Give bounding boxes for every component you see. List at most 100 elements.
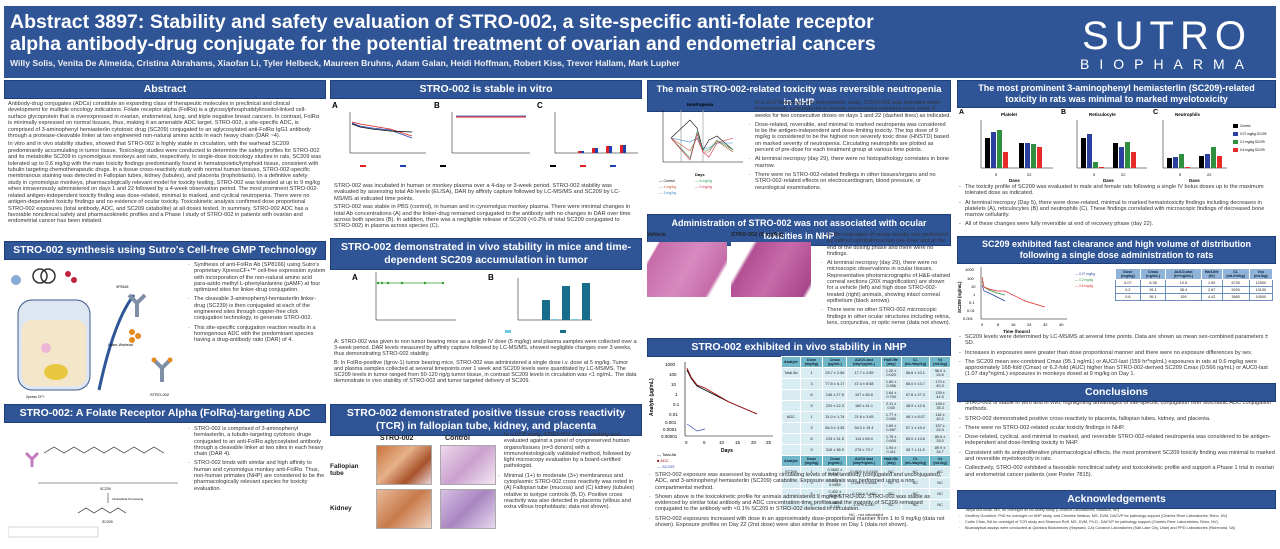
svg-text:16: 16 <box>1011 322 1016 327</box>
svg-text:1000: 1000 <box>665 362 676 367</box>
svg-text:0.6 mg/kg SC209: 0.6 mg/kg SC209 <box>1240 148 1265 152</box>
svg-text:C: C <box>537 101 543 110</box>
acknowledgements-heading: Acknowledgements <box>957 490 1276 509</box>
svg-text:SC239: SC239 <box>100 487 111 491</box>
svg-text:25: 25 <box>766 440 772 445</box>
svg-text:22: 22 <box>1027 172 1032 177</box>
synthesis-diagram: STRO-002 SP8166 Linker-Warhead Xpress CF… <box>4 260 184 400</box>
author-list: Willy Solis, Venita De Almeida, Cristina… <box>10 58 680 68</box>
acknowledgements-list: Tanya McDonall, MS, for oversight on rat… <box>957 508 1276 532</box>
svg-text:SC209: SC209 <box>102 520 113 524</box>
svg-text:A: A <box>352 273 358 282</box>
svg-text:C: C <box>1153 109 1158 116</box>
svg-text:22: 22 <box>1121 172 1126 177</box>
svg-text:— 3 mg/kg: — 3 mg/kg <box>659 191 676 195</box>
invivo-mice-heading: STRO-002 demonstrated in vivo stability … <box>330 238 642 270</box>
neutropenia-bullets: In a GLP toxicology and toxicokinetic st… <box>747 100 951 194</box>
svg-text:5: 5 <box>1179 172 1182 177</box>
svg-text:A: A <box>959 109 964 116</box>
svg-text:Platelet: Platelet <box>1001 112 1018 117</box>
table-row: 9 220 ± 22.3 160 ± 41.1 2.11 ± 0.65 48.9 ± 1… <box>781 400 951 412</box>
conclusions-bullets: STRO-002 is stable in vitro and in vivo,… <box>957 400 1276 481</box>
svg-text:5: 5 <box>1093 172 1096 177</box>
table-row: Total Ab 1 29.7 ± 2.56 17.7 ± 2.89 1.20 ± 0.… <box>781 367 951 379</box>
svg-text:Control: Control <box>1240 124 1251 128</box>
table-row: 9 315 ± 38.9 275 ± 79.7 1.94 ± 0.411 35.7 ± … <box>781 444 951 456</box>
svg-text:10: 10 <box>719 440 725 445</box>
svg-text:0.001: 0.001 <box>665 420 677 425</box>
svg-text:Days: Days <box>695 172 705 177</box>
svg-text:Reticulocyte: Reticulocyte <box>1089 112 1116 117</box>
svg-text:1: 1 <box>675 392 678 397</box>
svg-text:Days: Days <box>1103 178 1114 182</box>
svg-text:— 0.07 mg/kg: — 0.07 mg/kg <box>1075 272 1095 276</box>
svg-text:— Total Ab: — Total Ab <box>657 452 677 457</box>
table-row: 3 77.6 ± 6.17 47.4 ± 8.58 1.60 ± 0.056 66.0 … <box>781 378 951 390</box>
svg-text:0.1: 0.1 <box>969 300 975 305</box>
tcr-kidney-stro002-image <box>376 489 432 529</box>
tcr-histology: STRO-002 Control Fallopian tube Kidney <box>330 435 496 545</box>
svg-text:B: B <box>434 101 440 110</box>
svg-text:Xpress CF+: Xpress CF+ <box>26 395 45 399</box>
rat-tox-heading: The most prominent 3-aminophenyl hemiast… <box>957 80 1276 108</box>
table-row: 6 215 ± 31.5 114 ± 69.4 1.76 ± 0.605 65.0 ± … <box>781 433 951 445</box>
abstract-body: Antibody-drug conjugates (ADCs) constitu… <box>8 101 321 225</box>
invivo-mice-charts: A B <box>330 268 642 336</box>
invitro-text: STRO-002 was incubated in human or monke… <box>334 183 631 230</box>
clearance-bullets: SC209 levels were determined by LC-MS/MS… <box>957 334 1276 381</box>
svg-text:Analyte (µg/mL): Analyte (µg/mL) <box>649 378 655 416</box>
column-2: STRO-002 is stable in vitro A B C STRO-0 <box>330 80 642 529</box>
rat-pk-table: Dose (mg/kg) Cmax (ng/mL) AUC0-last (hr*… <box>1115 268 1274 301</box>
table-row: 0.6 95.1 159 4.42 3880 19500 <box>1115 293 1274 301</box>
rat-tox-bullets: The toxicity profile of SC209 was evalua… <box>957 184 1276 231</box>
svg-text:SC209 (ng/mL): SC209 (ng/mL) <box>957 281 962 313</box>
svg-text:A: A <box>332 101 338 110</box>
svg-text:— SC209: — SC209 <box>657 464 675 468</box>
column-3: The main STRO-002-related toxicity was r… <box>647 80 951 528</box>
svg-text:5: 5 <box>995 172 998 177</box>
table-row: 0.2 26.1 38.4 2.87 5290 13100 <box>1115 286 1274 294</box>
svg-text:0.0001: 0.0001 <box>663 427 677 432</box>
svg-text:5: 5 <box>703 440 706 445</box>
svg-text:0.2 mg/kg SC209: 0.2 mg/kg SC209 <box>1240 140 1265 144</box>
folra-structure-diagram: SC239 Intracellular Processing SC209 <box>7 423 184 538</box>
folra-bullets: STRO-002 is comprised of 3-aminophenyl h… <box>186 426 326 495</box>
svg-text:22: 22 <box>1207 172 1212 177</box>
svg-text:0.1: 0.1 <box>673 402 680 407</box>
invivo-mice-text: A: STRO-002 was given to non tumor beari… <box>334 339 637 385</box>
table-row: 0.07 6.38 10.5 1.50 6730 12900 <box>1115 279 1274 287</box>
column-1: Abstract Antibody-drug conjugates (ADCs)… <box>4 80 326 538</box>
poster-header: Abstract 3897: Stability and safety eval… <box>4 6 1276 78</box>
sutro-logo: SUTRO BIOPHARMA <box>1079 14 1254 72</box>
svg-text:Days: Days <box>1009 178 1020 182</box>
tcr-kidney-control-image <box>440 489 496 529</box>
svg-text:— 1 mg/kg: — 1 mg/kg <box>659 185 676 189</box>
nhp-stability-bullets: STRO-002 exposure was assessed by evalua… <box>647 472 951 531</box>
svg-text:100: 100 <box>669 372 677 377</box>
svg-text:0.01: 0.01 <box>669 412 678 417</box>
ocular-bullets: In-life evaluation of ocular toxicity wa… <box>819 232 951 329</box>
svg-text:B: B <box>1061 109 1066 116</box>
svg-text:— Control: — Control <box>659 179 675 183</box>
svg-text:Intracellular Processing: Intracellular Processing <box>112 497 144 501</box>
rat-tox-charts: A Platelet B Reticulocyte C Neutrophils 5 22… <box>957 106 1276 183</box>
svg-text:32: 32 <box>1043 322 1048 327</box>
svg-text:24: 24 <box>1027 322 1032 327</box>
svg-text:— 6 mg/kg: — 6 mg/kg <box>695 179 712 183</box>
synthesis-bullets: Synthesis of anti-FolRα Ab (SP8166) usin… <box>186 262 326 347</box>
nhp-stability-heading: STRO-002 exhibited in vivo stability in … <box>647 338 951 357</box>
svg-text:0: 0 <box>685 440 688 445</box>
tcr-fallopian-control-image <box>440 445 496 485</box>
table-row: 3 84.0 ± 3.35 54.2 ± 19.4 1.69 ± 0.487 57.1 … <box>781 422 951 434</box>
invitro-heading: STRO-002 is stable in vitro <box>330 80 642 99</box>
invitro-charts: A B C <box>330 98 642 173</box>
ocular-vehicle-image <box>647 242 727 297</box>
svg-text:8: 8 <box>997 322 1000 327</box>
synthesis-heading: STRO-002 synthesis using Sutro's Cell-fr… <box>4 241 326 260</box>
svg-text:— 9 mg/kg: — 9 mg/kg <box>695 185 712 189</box>
table-row: ADC 1 31.0 ± 1.74 21.6 ± 3.65 1.77 ± 0.060 46… <box>781 411 951 423</box>
column-4: The most prominent 3-aminophenyl hemiast… <box>957 80 1276 531</box>
svg-text:40: 40 <box>1059 322 1064 327</box>
svg-text:15: 15 <box>735 440 741 445</box>
svg-text:0.07 mg/kg SC209: 0.07 mg/kg SC209 <box>1240 132 1267 136</box>
